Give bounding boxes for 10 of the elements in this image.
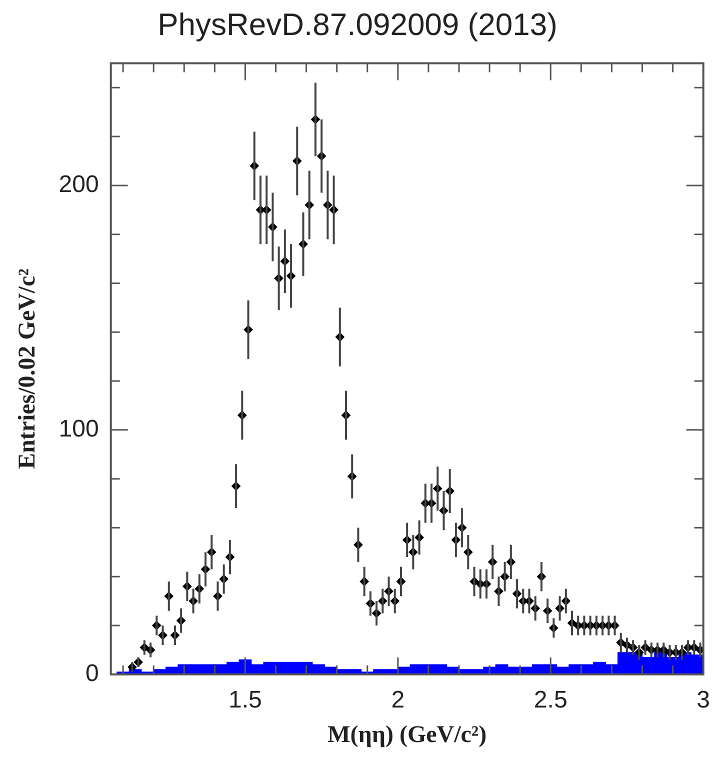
chart-title: PhysRevD.87.092009 (2013) bbox=[158, 7, 558, 42]
y-tick-label: 200 bbox=[58, 171, 99, 198]
x-tick-label: 3 bbox=[696, 686, 710, 714]
x-tick-label: 2 bbox=[391, 686, 405, 714]
y-axis-title: Entries/0.02 GeV/c² bbox=[14, 268, 41, 470]
x-tick-label: 2.5 bbox=[534, 686, 568, 714]
x-axis-title: M(ηη) (GeV/c²) bbox=[328, 722, 487, 748]
x-tick-label: 1.5 bbox=[228, 686, 262, 714]
y-tick-label: 0 bbox=[85, 660, 99, 688]
y-tick-label: 100 bbox=[58, 416, 99, 443]
